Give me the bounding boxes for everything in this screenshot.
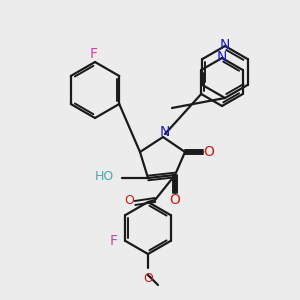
Text: N: N — [160, 125, 170, 139]
Text: F: F — [90, 47, 98, 61]
Text: O: O — [124, 194, 134, 208]
Text: O: O — [169, 193, 180, 207]
Text: HO: HO — [95, 170, 114, 184]
Text: F: F — [110, 234, 118, 248]
Text: O: O — [143, 272, 153, 285]
Text: N: N — [220, 38, 230, 52]
Text: O: O — [204, 145, 214, 159]
Text: N: N — [217, 50, 227, 64]
